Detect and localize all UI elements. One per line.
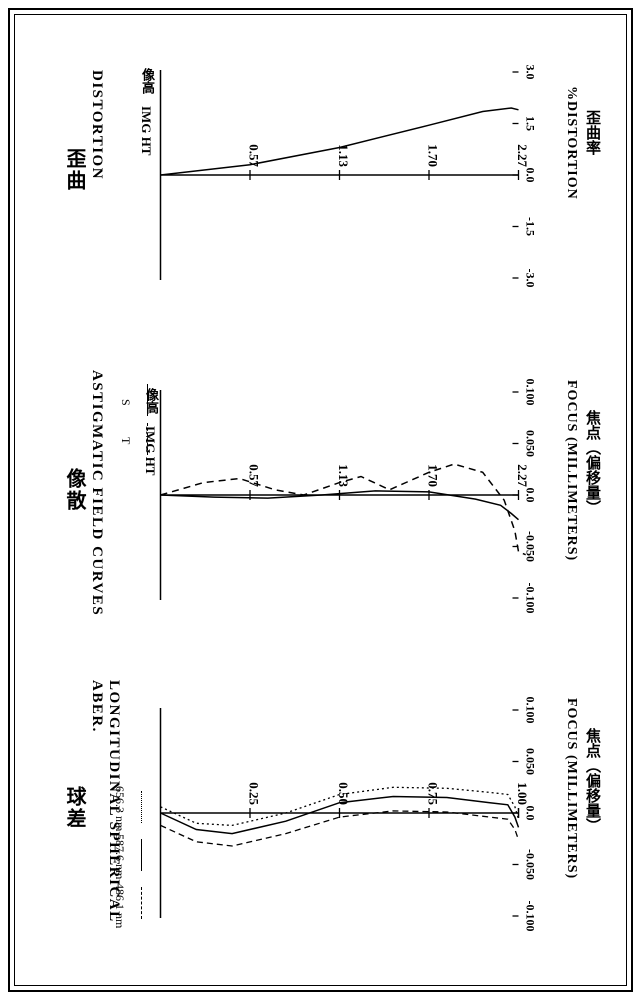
- svg-text:2.27: 2.27: [515, 464, 530, 487]
- svg-text:0.100: 0.100: [524, 379, 538, 406]
- svg-text:0.0: 0.0: [524, 488, 538, 503]
- svg-text:0.25: 0.25: [247, 782, 262, 805]
- svg-text:3.0: 3.0: [524, 65, 538, 80]
- legend-line-587: [141, 839, 142, 871]
- sph-svg: -0.100-0.0500.00.0500.1001.000.750.500.2…: [150, 698, 521, 928]
- distortion-title-cn: 歪曲: [60, 148, 89, 192]
- astig-legend: S T: [118, 384, 148, 459]
- panel-spherical: 球差 LONGITUDINAL SPHERICAL ABER. 656.3 nm…: [20, 668, 621, 968]
- svg-text:1.70: 1.70: [426, 144, 441, 167]
- svg-text:-0.050: -0.050: [524, 849, 538, 880]
- sph-legend: 656.3 nm 587.6 nm 486.1 nm: [112, 786, 142, 928]
- legend-line-656: [141, 791, 142, 823]
- svg-text:-0.100: -0.100: [524, 901, 538, 932]
- svg-text:1.00: 1.00: [515, 782, 530, 805]
- svg-text:1.13: 1.13: [336, 464, 351, 487]
- astig-title-cn: 像散: [60, 468, 89, 512]
- sph-xlabel-en: FOCUS (MILLIMETERS): [563, 698, 579, 879]
- sph-chart: -0.100-0.0500.00.0500.1001.000.750.500.2…: [150, 698, 521, 928]
- svg-text:0.100: 0.100: [524, 697, 538, 724]
- astig-xlabel-cn: 焦点（偏移量）: [582, 410, 603, 515]
- svg-text:-0.100: -0.100: [524, 583, 538, 614]
- svg-text:0.050: 0.050: [524, 748, 538, 775]
- legend-t: T: [119, 437, 133, 444]
- legend-line-486: [141, 887, 142, 919]
- legend-line-s: [147, 384, 148, 416]
- svg-text:1.70: 1.70: [426, 464, 441, 487]
- distortion-xlabel-en: %DISTORTION: [563, 86, 579, 200]
- svg-text:-3.0: -3.0: [524, 269, 538, 288]
- legend-656: 656.3 nm: [113, 786, 127, 831]
- svg-text:0.0: 0.0: [524, 806, 538, 821]
- astig-title-en: ASTIGMATIC FIELD CURVES: [88, 370, 105, 616]
- astig-chart: -0.100-0.0500.00.0500.1002.271.701.130.5…: [150, 380, 521, 610]
- svg-text:-0.050: -0.050: [524, 531, 538, 562]
- distortion-title-en: DISTORTION: [88, 70, 105, 180]
- legend-486: 486.1 nm: [113, 883, 127, 928]
- svg-text:0.0: 0.0: [524, 168, 538, 183]
- legend-s: S: [119, 399, 133, 406]
- svg-text:2.27: 2.27: [515, 144, 530, 167]
- astig-xlabel-en: FOCUS (MILLIMETERS): [563, 380, 579, 561]
- legend-line-t: [147, 423, 148, 455]
- svg-text:-1.5: -1.5: [524, 217, 538, 236]
- sph-title-cn: 球差: [60, 786, 89, 830]
- svg-text:0.75: 0.75: [426, 782, 441, 805]
- astig-svg: -0.100-0.0500.00.0500.1002.271.701.130.5…: [150, 380, 521, 610]
- panel-astigmatism: 像散 ASTIGMATIC FIELD CURVES 像高 IMG HT S T…: [20, 350, 621, 650]
- distortion-chart: -3.0-1.50.01.53.02.271.701.130.57: [150, 60, 521, 290]
- svg-text:0.050: 0.050: [524, 430, 538, 457]
- distortion-xlabel-cn: 歪曲率: [582, 110, 603, 155]
- svg-text:1.5: 1.5: [524, 116, 538, 131]
- legend-587: 587.6 nm: [113, 834, 127, 879]
- distortion-svg: -3.0-1.50.01.53.02.271.701.130.57: [150, 60, 521, 290]
- panel-distortion: 歪曲 DISTORTION 像高 IMG HT -3.0-1.50.01.53.…: [20, 30, 621, 330]
- sph-xlabel-cn: 焦点（偏移量）: [582, 728, 603, 833]
